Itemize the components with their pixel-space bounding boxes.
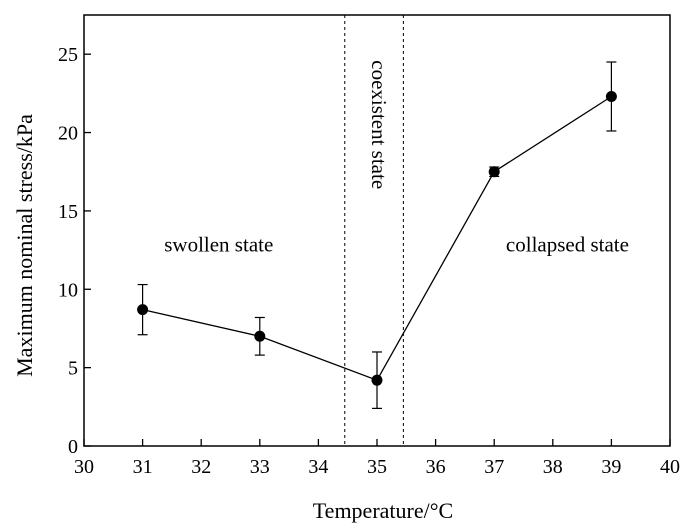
x-tick-label-40: 40 [660, 456, 680, 478]
axis-ticks [83, 53, 671, 447]
x-tick-label-39: 39 [601, 456, 621, 478]
x-tick-label-36: 36 [426, 456, 446, 478]
data-point-33 [254, 330, 266, 342]
data-point-35 [371, 374, 383, 386]
y-tick-label-5: 5 [68, 358, 78, 380]
data-point-39 [605, 90, 617, 102]
y-tick-label-15: 15 [58, 201, 78, 223]
data-point-37 [488, 166, 500, 178]
y-axis-title: Maximum nominal stress/kPa [12, 114, 37, 377]
state-annotations: swollen state coexistent state collapsed s… [164, 60, 629, 256]
x-tick-label-33: 33 [250, 456, 270, 478]
y-tick-labels: 0 5 10 15 20 25 [58, 44, 78, 458]
x-tick-label-35: 35 [367, 456, 387, 478]
y-tick-label-25: 25 [58, 44, 78, 66]
annotation-3: collapsed state [506, 233, 629, 257]
x-tick-labels: 30 31 32 33 34 35 36 37 38 39 40 [74, 456, 680, 478]
y-tick-label-10: 10 [58, 279, 78, 301]
x-axis-title: Temperature/°C [313, 498, 453, 523]
x-tick-label-30: 30 [74, 456, 94, 478]
x-tick-label-32: 32 [191, 456, 211, 478]
data-point-31 [137, 304, 149, 316]
x-tick-label-31: 31 [133, 456, 153, 478]
data-points [137, 90, 617, 386]
annotation-2: coexistent state [367, 60, 391, 189]
x-tick-label-34: 34 [308, 456, 328, 478]
y-tick-label-0: 0 [68, 436, 78, 458]
x-tick-label-38: 38 [543, 456, 563, 478]
x-tick-label-37: 37 [484, 456, 504, 478]
annotation-1: swollen state [164, 233, 273, 257]
y-tick-label-20: 20 [58, 123, 78, 145]
